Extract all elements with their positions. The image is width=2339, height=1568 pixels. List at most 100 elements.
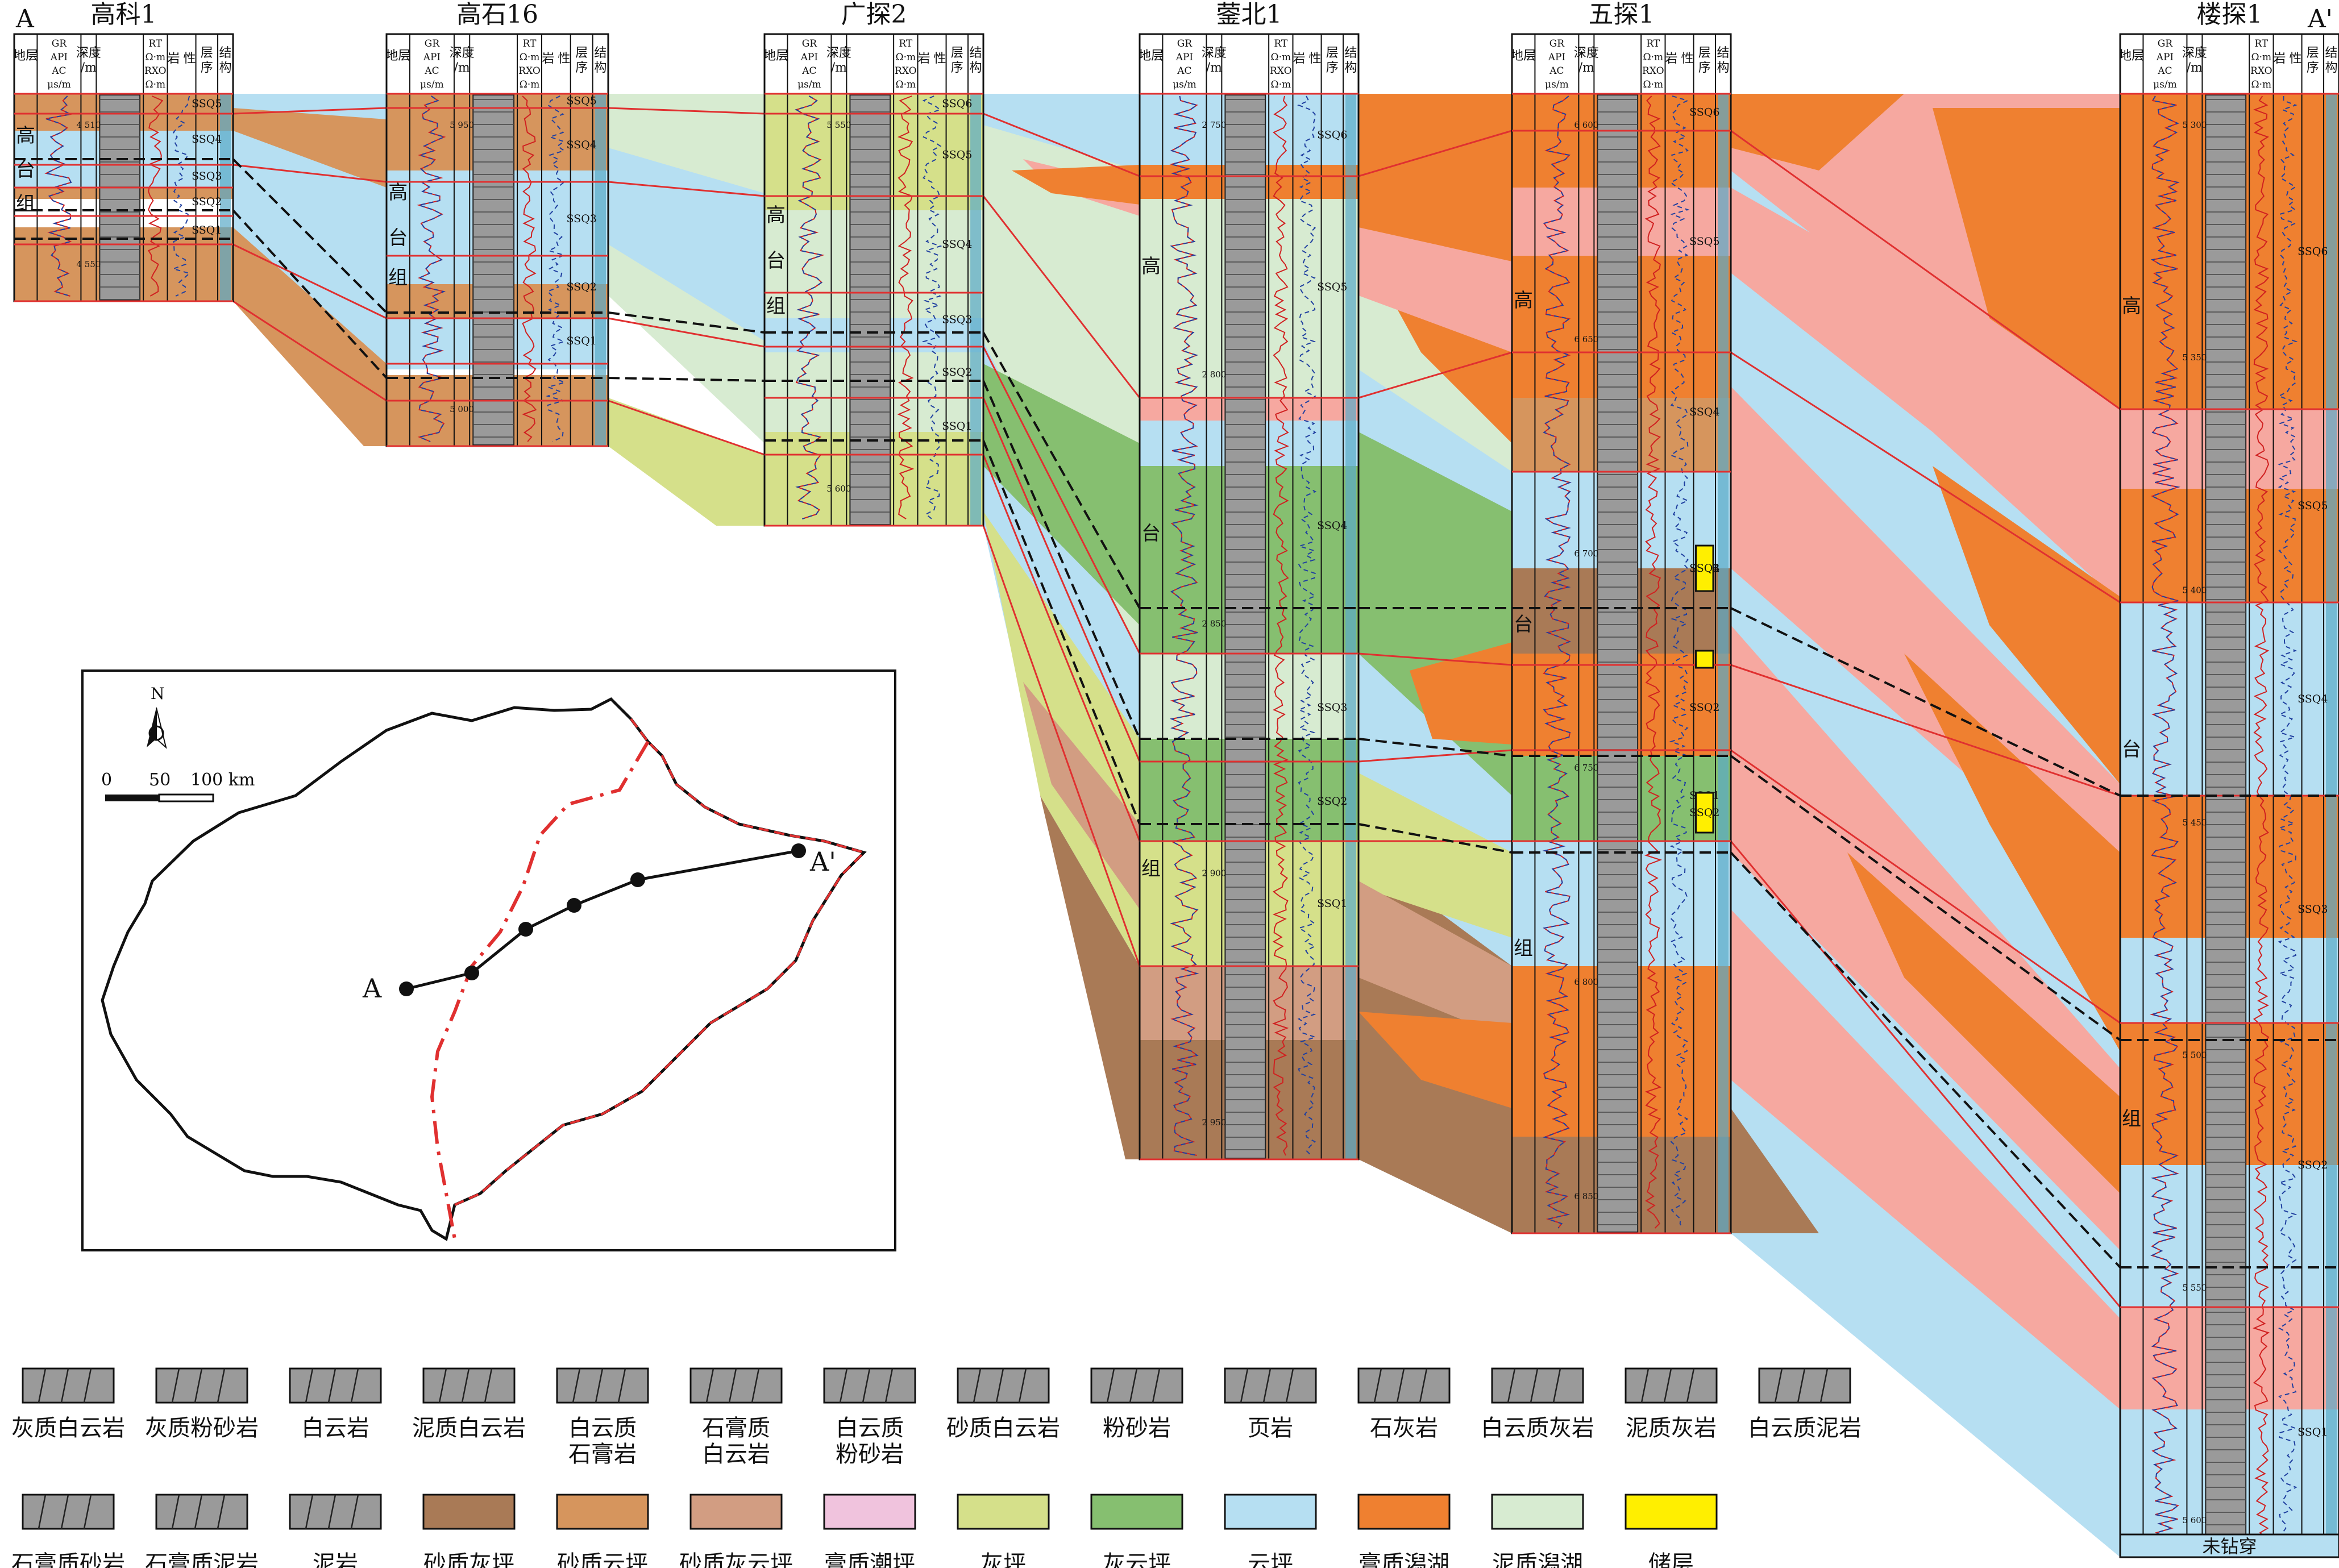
legend-item: 页岩 bbox=[1224, 1367, 1317, 1441]
legend: 灰质白云岩 灰质粉砂岩 白云岩 泥质白云岩 白云质石膏岩石膏质白云岩白云质粉砂岩砂质白云… bbox=[11, 1367, 1862, 1568]
correlation-line bbox=[982, 454, 1141, 842]
formation-label: 高 bbox=[16, 124, 35, 147]
legend-item: 白云质灰岩 bbox=[1481, 1367, 1594, 1441]
depth-tick: 2 800 bbox=[1202, 369, 1226, 380]
correlation-line bbox=[982, 525, 1141, 967]
legend-label: 灰质白云岩 bbox=[11, 1415, 125, 1441]
header-curve1: AC bbox=[1549, 65, 1564, 77]
header-struct: 结 bbox=[1345, 46, 1357, 60]
header-curve1: API bbox=[423, 52, 441, 63]
dolomitic-mudstone-icon bbox=[1758, 1367, 1851, 1404]
depth-tick: 5 400 bbox=[2182, 585, 2207, 595]
legend-item: 粉砂岩 bbox=[1090, 1367, 1183, 1441]
hatch bbox=[751, 1368, 760, 1403]
sequence-label: SSQ4 bbox=[2298, 693, 2328, 705]
map-label-a: A bbox=[362, 973, 382, 1004]
header-litho: 岩 bbox=[168, 52, 180, 66]
well-dot bbox=[791, 843, 806, 858]
well-column: 高石16地层GRAPIACμs/m深度/mRTΩ·mRXOΩ·m岩性层序结构高台… bbox=[385, 0, 609, 447]
depth-tick: 5 450 bbox=[2182, 818, 2207, 828]
hatch bbox=[862, 1368, 871, 1403]
header-strat: 地层 bbox=[1139, 49, 1164, 63]
header-curve1: API bbox=[1548, 52, 1565, 63]
reservoir-label: SSQ4 bbox=[1689, 562, 1719, 575]
legend-item: 石灰岩 bbox=[1357, 1367, 1451, 1441]
legend-label: 白云质灰岩 bbox=[1481, 1415, 1594, 1441]
hatch bbox=[327, 1494, 336, 1529]
well-dot bbox=[630, 872, 645, 887]
sequence-label: SSQ3 bbox=[942, 314, 972, 326]
header-curve1: API bbox=[800, 52, 818, 63]
hatch bbox=[305, 1368, 314, 1403]
formation-label: 高 bbox=[1514, 289, 1533, 312]
legend-label: 白云质 bbox=[568, 1415, 637, 1441]
header-struct: 构 bbox=[2325, 61, 2338, 75]
formation-label: 台 bbox=[1514, 613, 1533, 636]
depth-tick: 6 700 bbox=[1574, 548, 1598, 559]
header-seq: 序 bbox=[2307, 61, 2319, 75]
hatch bbox=[461, 1368, 470, 1403]
legend-item: 石膏质砂岩 bbox=[11, 1494, 125, 1568]
hatch bbox=[1129, 1368, 1138, 1403]
header-seq: 序 bbox=[951, 61, 963, 75]
formation-label: 组 bbox=[1514, 937, 1533, 960]
header-curve1: μs/m bbox=[47, 79, 71, 90]
header-depth: /m bbox=[1578, 61, 1594, 75]
sequence-label: SSQ6 bbox=[2298, 246, 2328, 258]
facies-band bbox=[1358, 773, 1512, 938]
svg-text:100 km: 100 km bbox=[190, 770, 255, 790]
facies-band bbox=[1023, 682, 1140, 909]
log-curve bbox=[1272, 95, 1289, 1156]
correlation-line bbox=[982, 346, 1141, 654]
legend-label: 页岩 bbox=[1248, 1415, 1293, 1441]
header-seq: 层 bbox=[951, 46, 963, 60]
lithology-column bbox=[99, 94, 141, 301]
sequence-label: SSQ1 bbox=[1317, 897, 1347, 910]
legend-label: 云坪 bbox=[1248, 1551, 1293, 1568]
header-depth: 深度 bbox=[2182, 46, 2207, 60]
legend-item: 石膏质泥岩 bbox=[145, 1494, 259, 1568]
formation-label: 台 bbox=[16, 159, 35, 181]
sequence-label: SSQ4 bbox=[567, 139, 597, 151]
formation-label: 高 bbox=[2122, 295, 2141, 318]
legend-label: 灰坪 bbox=[981, 1551, 1026, 1568]
location-map: A A' N 0 50 100 km bbox=[81, 669, 896, 1251]
hatch bbox=[217, 1494, 226, 1529]
reservoir-box bbox=[1695, 792, 1714, 834]
hatch bbox=[217, 1368, 226, 1403]
correlation-line bbox=[1358, 652, 1513, 666]
hatch bbox=[728, 1368, 737, 1403]
correlation-dashed-line bbox=[982, 332, 1141, 609]
legend-item: 储层 bbox=[1625, 1494, 1718, 1568]
legend-item: 砂质云坪 bbox=[556, 1494, 649, 1568]
facies-band bbox=[608, 148, 765, 341]
facies-band bbox=[1933, 108, 2120, 409]
depth-tick: 5 950 bbox=[450, 120, 474, 130]
log-curve bbox=[44, 95, 73, 297]
header-curve1: GR bbox=[2158, 38, 2174, 49]
hatch bbox=[1373, 1368, 1382, 1403]
header-curve1: AC bbox=[51, 65, 66, 77]
legend-label: 石膏质 bbox=[702, 1415, 770, 1441]
legend-label: 粉砂岩 bbox=[1103, 1415, 1171, 1441]
header-curve1: API bbox=[2156, 52, 2174, 63]
legend-label: 泥质潟湖 bbox=[1492, 1551, 1583, 1568]
depth-tick: 6 750 bbox=[1574, 763, 1598, 773]
facies-swatch bbox=[422, 1494, 516, 1530]
legend-label: 白云岩 bbox=[301, 1415, 369, 1441]
legend-item: 泥质白云岩 bbox=[412, 1367, 526, 1441]
legend-item: 灰质粉砂岩 bbox=[145, 1367, 259, 1441]
facies-band bbox=[1731, 909, 2120, 1409]
correlation-line bbox=[1730, 664, 2121, 797]
boundary-red-dashed-outline bbox=[454, 718, 866, 1206]
facies-band bbox=[608, 398, 765, 526]
gypsiferous-mudstone-icon bbox=[155, 1494, 248, 1530]
hatch bbox=[1686, 1368, 1695, 1403]
formation-label: 组 bbox=[2122, 1108, 2141, 1130]
log-curve bbox=[1542, 95, 1572, 1229]
depth-tick: 5 550 bbox=[2182, 1283, 2207, 1293]
header-seq: 层 bbox=[201, 46, 213, 60]
header-litho: 性 bbox=[1681, 52, 1694, 66]
formation-label: 组 bbox=[1141, 858, 1161, 880]
